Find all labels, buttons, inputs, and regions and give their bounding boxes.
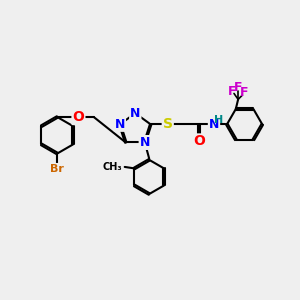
Text: CH₃: CH₃: [102, 162, 122, 172]
Text: S: S: [163, 117, 173, 131]
Text: F: F: [227, 85, 236, 98]
Text: O: O: [73, 110, 84, 124]
Text: O: O: [193, 134, 205, 148]
Text: N: N: [130, 107, 140, 120]
Text: Br: Br: [50, 164, 64, 174]
Text: H: H: [214, 115, 223, 125]
Text: N: N: [209, 118, 219, 131]
Text: F: F: [240, 86, 249, 99]
Text: N: N: [115, 118, 125, 131]
Text: N: N: [140, 136, 150, 149]
Text: F: F: [234, 81, 242, 94]
